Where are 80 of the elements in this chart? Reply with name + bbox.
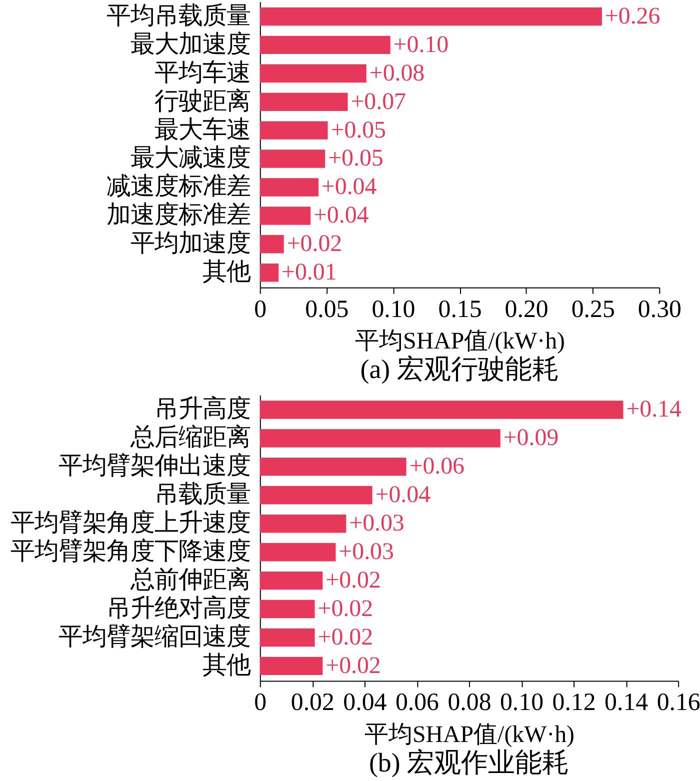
- data-label: +0.09: [503, 425, 559, 452]
- data-label: +0.05: [328, 146, 384, 172]
- data-label: +0.02: [318, 624, 374, 650]
- x-tick-label: 0.12: [552, 689, 596, 716]
- data-label: +0.02: [318, 596, 374, 622]
- x-tick-label: 0.05: [305, 296, 349, 323]
- y-tick-label: 平均吊载质量: [106, 2, 250, 30]
- x-tick-label: 0.30: [638, 296, 682, 323]
- y-tick-label: 吊升绝对高度: [106, 594, 250, 622]
- x-tick-label: 0.10: [500, 689, 544, 716]
- x-axis-title: 平均SHAP值/(kW·h): [364, 722, 574, 748]
- data-label: +0.04: [375, 482, 431, 508]
- data-label: +0.08: [369, 60, 425, 86]
- data-label: +0.05: [330, 117, 386, 144]
- data-label: +0.02: [326, 652, 381, 679]
- data-label: +0.26: [604, 3, 660, 30]
- x-tick-label: 0: [254, 689, 267, 716]
- bar: [260, 656, 323, 676]
- x-tick-label: 0.20: [504, 296, 548, 323]
- text: (a) 宏观行驶能耗: [360, 354, 559, 384]
- data-label: +0.03: [338, 539, 394, 566]
- y-tick-label: 加速度标准差: [106, 202, 250, 229]
- bar: [260, 235, 284, 254]
- bar: [260, 7, 602, 26]
- y-tick-label: 最大加速度: [130, 30, 250, 58]
- y-tick-label: 平均臂架缩回速度: [58, 623, 250, 650]
- x-tick-label: 0.25: [571, 296, 615, 323]
- y-tick-label: 最大减速度: [130, 144, 250, 172]
- x-tick-label: 0.04: [343, 689, 388, 716]
- y-tick-label: 平均加速度: [130, 230, 250, 258]
- y-tick-label: 平均臂架伸出速度: [58, 452, 250, 480]
- bar: [260, 514, 346, 533]
- bar: [260, 571, 323, 590]
- y-tick-label: 其他: [202, 652, 250, 679]
- bar: [260, 64, 366, 82]
- bar: [260, 264, 279, 282]
- y-tick-label: 其他: [202, 258, 250, 286]
- bar: [260, 121, 328, 140]
- y-tick-label: 吊载质量: [154, 481, 250, 508]
- y-tick-label: 吊升高度: [154, 396, 250, 423]
- y-tick-label: 总后缩距离: [129, 424, 250, 452]
- bar: [260, 600, 315, 618]
- y-tick-label: 平均臂架角度上升速度: [10, 510, 250, 537]
- data-label: +0.04: [321, 174, 377, 200]
- x-tick-label: 0.15: [438, 296, 482, 323]
- bar: [260, 458, 406, 476]
- data-label: +0.04: [313, 202, 369, 229]
- y-tick-label: 平均车速: [154, 59, 250, 86]
- data-label: +0.02: [286, 231, 342, 258]
- x-tick-label: 0.10: [372, 296, 416, 323]
- x-axis-title: 平均SHAP值/(kW·h): [355, 328, 565, 355]
- data-label: +0.02: [326, 568, 381, 594]
- y-tick-label: 平均臂架角度下降速度: [10, 538, 250, 566]
- text: (b) 宏观作业能耗: [368, 747, 570, 778]
- bar: [260, 36, 390, 54]
- data-label: +0.07: [350, 88, 406, 115]
- data-label: +0.01: [282, 260, 337, 286]
- bar: [260, 429, 500, 448]
- bar: [260, 400, 624, 419]
- bar: [260, 150, 326, 168]
- x-tick-label: 0.16: [656, 689, 700, 716]
- bar: [260, 206, 310, 225]
- y-tick-label: 行驶距离: [154, 88, 250, 115]
- bar: [260, 486, 372, 504]
- x-tick-label: 0.08: [448, 689, 492, 716]
- bar: [260, 178, 318, 196]
- x-tick-label: 0.06: [395, 689, 439, 716]
- data-label: +0.03: [349, 510, 404, 537]
- data-label: +0.06: [409, 454, 465, 480]
- y-tick-label: 总前伸距离: [129, 566, 250, 594]
- bar: [260, 542, 336, 562]
- x-tick-label: 0.02: [290, 689, 334, 716]
- y-tick-label: 减速度标准差: [106, 173, 250, 200]
- bar: [260, 628, 315, 647]
- bar: [260, 92, 348, 111]
- x-tick-label: 0.14: [604, 689, 649, 716]
- data-label: +0.10: [393, 32, 449, 58]
- y-tick-label: 最大车速: [154, 116, 250, 144]
- x-tick-label: 0: [254, 296, 267, 323]
- data-label: +0.14: [626, 396, 682, 423]
